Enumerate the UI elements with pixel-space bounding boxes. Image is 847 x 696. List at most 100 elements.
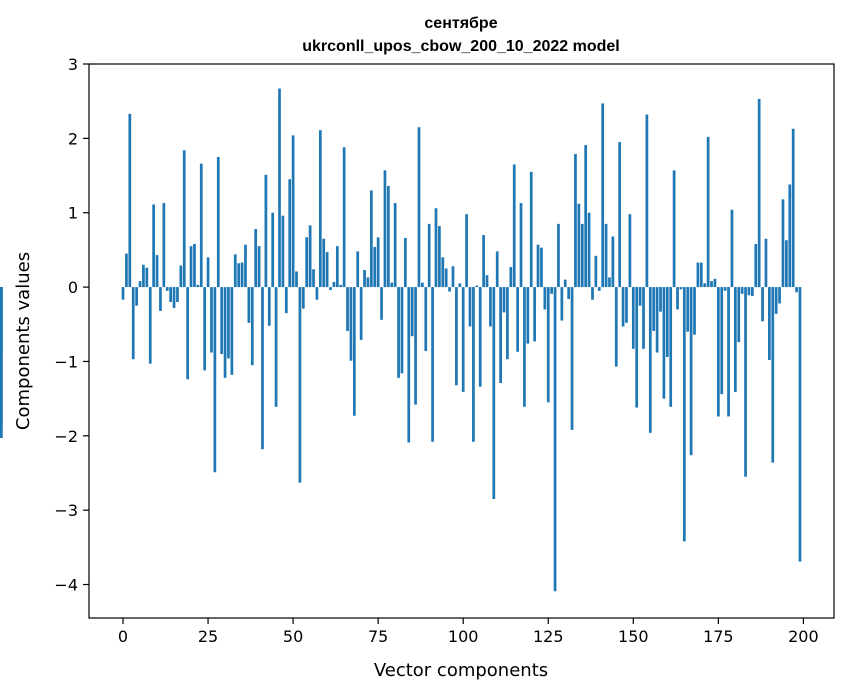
bar <box>427 223 431 288</box>
bar <box>407 287 411 443</box>
bar <box>764 238 768 288</box>
bar <box>240 262 244 288</box>
x-axis-label: Vector components <box>374 660 548 681</box>
bar <box>393 203 397 288</box>
bar <box>533 287 536 342</box>
bar <box>703 283 707 288</box>
bar <box>373 246 377 288</box>
y-tick-label: 2 <box>68 129 78 148</box>
bar <box>461 287 465 392</box>
bar <box>400 287 404 374</box>
bar <box>318 130 322 288</box>
bar <box>216 156 220 288</box>
bar <box>206 257 210 288</box>
y-tick-label: −2 <box>54 427 78 446</box>
bar <box>472 287 475 442</box>
bar <box>376 237 380 288</box>
bar <box>264 174 268 288</box>
bar <box>431 287 434 442</box>
bar <box>560 287 564 321</box>
y-axis-label: Components values <box>13 252 34 430</box>
bar <box>567 287 571 299</box>
bar <box>485 275 489 288</box>
bar <box>152 204 155 288</box>
bar <box>312 269 315 288</box>
bar <box>176 287 179 302</box>
y-tick-label: −1 <box>54 352 78 371</box>
bar <box>0 287 3 426</box>
x-tick-label: 150 <box>618 627 649 646</box>
bar <box>159 287 162 311</box>
bar <box>352 287 356 416</box>
bar <box>723 287 727 291</box>
bar <box>492 287 496 500</box>
bar <box>128 113 132 288</box>
bar <box>342 147 346 288</box>
bar <box>659 287 662 312</box>
y-axis-ticks: −4 −3 −2 −1 0 1 2 3 <box>54 55 89 595</box>
bar <box>720 287 724 395</box>
bar <box>679 287 683 290</box>
chart-title: сентябре <box>424 15 497 32</box>
bar <box>424 287 428 352</box>
bar <box>781 199 785 288</box>
bar <box>540 247 543 288</box>
bar <box>380 287 383 320</box>
x-tick-label: 175 <box>703 627 734 646</box>
bar <box>421 282 424 288</box>
bar <box>778 287 781 304</box>
bar <box>523 287 526 407</box>
x-tick-label: 25 <box>198 627 218 646</box>
bar <box>662 287 666 399</box>
bar <box>716 287 720 417</box>
bar <box>438 226 441 288</box>
bar <box>390 282 394 288</box>
bar <box>448 287 451 292</box>
bar <box>363 269 366 288</box>
bar <box>482 235 485 288</box>
bar <box>210 287 213 353</box>
bar <box>761 287 764 322</box>
bar <box>631 287 635 349</box>
bar <box>220 287 224 355</box>
x-tick-label: 125 <box>533 627 564 646</box>
bar <box>142 264 145 288</box>
bar <box>618 142 622 288</box>
bar <box>359 287 363 340</box>
bar <box>213 287 217 473</box>
y-tick-label: 3 <box>68 55 78 74</box>
bar <box>308 225 312 288</box>
bar <box>305 237 309 288</box>
bar <box>744 287 747 477</box>
bar <box>512 164 516 288</box>
bar <box>529 171 533 288</box>
bar <box>455 287 458 386</box>
bar <box>757 98 761 288</box>
bar <box>795 287 798 293</box>
bar <box>131 287 135 360</box>
bar <box>574 153 577 288</box>
bar <box>536 244 540 288</box>
x-tick-label: 50 <box>283 627 303 646</box>
bar <box>499 287 502 384</box>
bar <box>638 287 642 306</box>
bar <box>788 184 792 288</box>
bar <box>315 287 319 300</box>
bar <box>0 287 3 352</box>
bar <box>686 287 690 332</box>
bar <box>135 287 138 306</box>
bar <box>291 135 295 288</box>
bar <box>366 277 370 288</box>
bar <box>502 287 506 313</box>
bar <box>155 255 159 288</box>
bar <box>172 287 176 308</box>
bar <box>751 287 754 297</box>
bar <box>434 208 438 288</box>
bar <box>203 287 207 371</box>
bar <box>404 238 407 288</box>
bar <box>771 287 775 463</box>
bar <box>288 179 292 288</box>
bar <box>798 287 802 562</box>
bar <box>339 284 343 288</box>
bar <box>298 287 302 483</box>
